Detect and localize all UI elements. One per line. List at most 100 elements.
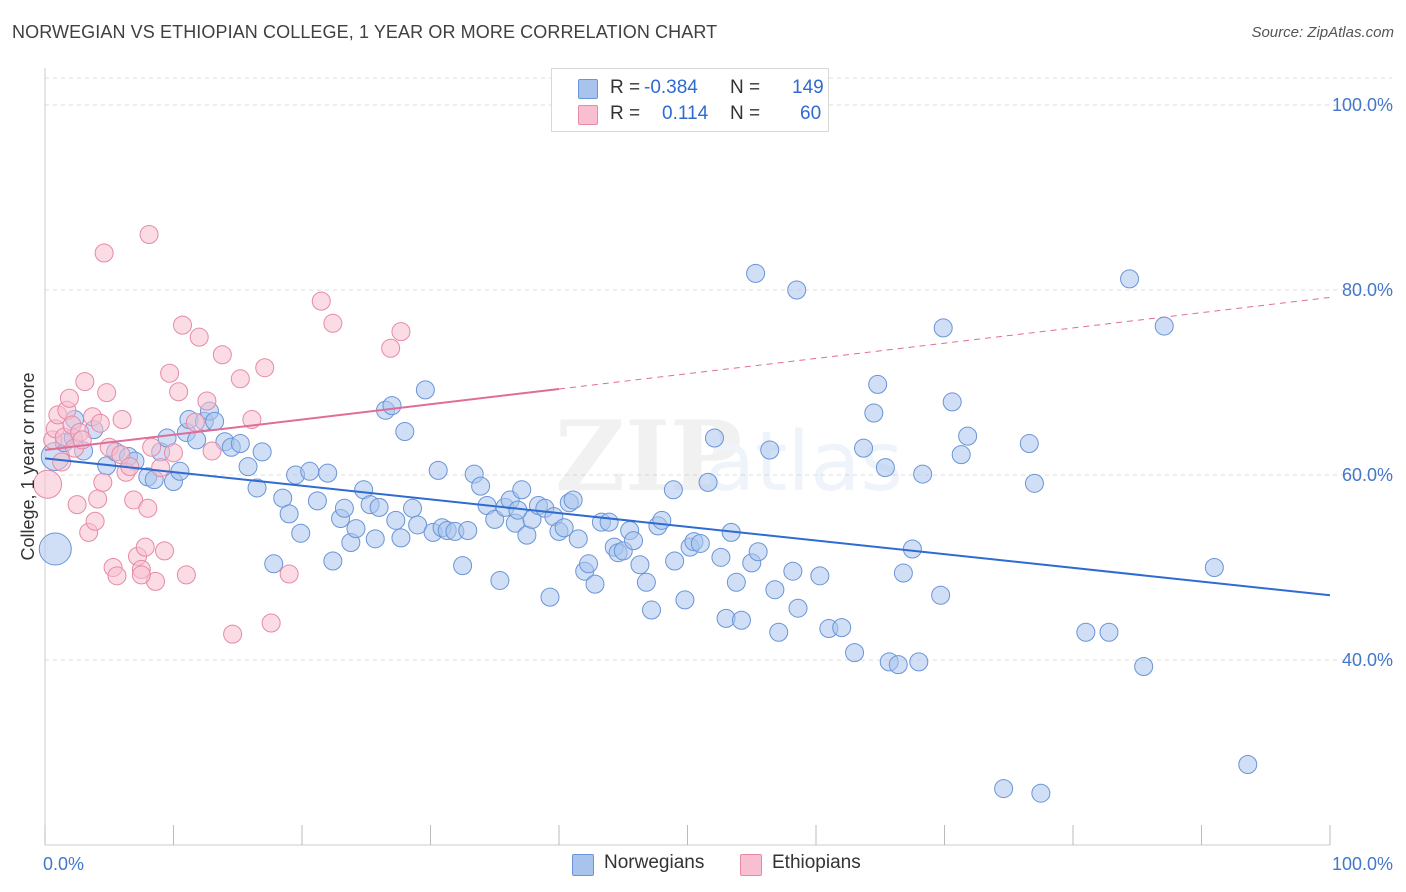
norwegian-point [291, 523, 311, 543]
norwegian-point [1099, 622, 1119, 642]
ethiopian-point [212, 345, 232, 365]
norwegian-point [652, 510, 672, 530]
norwegian-point [247, 478, 267, 498]
norwegian-point [540, 587, 560, 607]
ethiopian-point [94, 243, 114, 263]
norwegian-point [428, 460, 448, 480]
norwegian-point [1134, 656, 1154, 676]
stats-legend: R = -0.384 N = 149 R = 0.114 N = 60 [551, 68, 829, 132]
norwegian-point [300, 461, 320, 481]
norwegian-point [642, 600, 662, 620]
norwegian-point [913, 464, 933, 484]
norwegian-point [933, 318, 953, 338]
legend-swatch-norwegians [578, 79, 598, 99]
norwegian-point [1024, 473, 1044, 493]
ethiopian-point [75, 372, 95, 392]
ethiopian-trend-line [44, 387, 560, 452]
norwegian-point [382, 396, 402, 416]
ethiopian-point [67, 495, 87, 515]
norwegian-point [408, 515, 428, 535]
ethiopian-point [311, 291, 331, 311]
norwegian-point [238, 457, 258, 477]
norwegian-point [783, 561, 803, 581]
norwegian-point [951, 445, 971, 465]
ethiopian-point [90, 413, 110, 433]
ethiopian-point [88, 489, 108, 509]
r-value: -0.384 [644, 77, 698, 98]
trend-lines [44, 296, 1331, 597]
norwegian-point [788, 598, 808, 618]
n-label: N = [730, 103, 761, 124]
ethiopian-point [52, 452, 72, 472]
norwegian-point [731, 610, 751, 630]
norwegian-point [365, 529, 385, 549]
norwegian-point [453, 556, 473, 576]
norwegian-point [787, 280, 807, 300]
ethiopian-point [107, 566, 127, 586]
norwegian-point [554, 518, 574, 538]
gridlines [45, 77, 1392, 661]
legend-label-norwegians: Norwegians [604, 852, 705, 873]
norwegian-point [395, 422, 415, 442]
norwegian-point [864, 403, 884, 423]
norwegian-point [711, 547, 731, 567]
norwegian-point [845, 643, 865, 663]
norwegian-point [663, 480, 683, 500]
ethiopian-point [135, 537, 155, 557]
norwegian-point [875, 458, 895, 478]
watermark: ZIP atlas [555, 400, 903, 513]
x-tick-label: 100.0% [1332, 854, 1393, 874]
ethiopian-point [323, 313, 343, 333]
ethiopian-point [197, 391, 217, 411]
norwegian-point [1238, 755, 1258, 775]
ethiopian-point [164, 443, 183, 463]
ethiopian-point [131, 565, 151, 585]
norwegian-point [369, 497, 389, 517]
ethiopian-point [202, 441, 222, 461]
norwegian-point [415, 380, 435, 400]
norwegian-point [1154, 316, 1174, 336]
chart-title: NORWEGIAN VS ETHIOPIAN COLLEGE, 1 YEAR O… [12, 22, 718, 42]
ethiopian-point [160, 363, 180, 383]
norwegian-point [205, 411, 225, 431]
norwegian-point [279, 504, 299, 524]
legend-swatch-ethiopians [740, 854, 762, 876]
ethiopian-point [124, 490, 144, 510]
norwegian-point [868, 374, 888, 394]
norwegian-point [579, 554, 599, 574]
norwegian-point [690, 533, 710, 553]
watermark-zip: ZIP [555, 400, 742, 513]
norwegian-point [252, 442, 272, 462]
ethiopian-point [93, 472, 113, 492]
norwegian-point [318, 463, 338, 483]
norwegian-point [1076, 622, 1096, 642]
ethiopian-point [176, 565, 196, 585]
legend-label-ethiopians: Ethiopians [772, 852, 861, 873]
norwegian-point [760, 440, 780, 460]
ethiopian-point [155, 541, 175, 561]
norwegian-point [1120, 269, 1140, 289]
norwegian-point [391, 528, 411, 548]
ethiopian-point [185, 412, 205, 432]
norwegian-point [704, 428, 724, 448]
y-axis-label: College, 1 year or more [18, 372, 38, 560]
y-tick-label: 100.0% [1332, 95, 1393, 115]
norwegian-point [636, 572, 656, 592]
norwegian-point [38, 532, 72, 566]
r-label: R = [610, 103, 641, 124]
norwegian-point [264, 554, 284, 574]
norwegian-point [230, 434, 250, 454]
ethiopian-point [142, 437, 162, 457]
norwegian-point [942, 392, 962, 412]
ethiopian-point [151, 458, 171, 478]
norwegian-point [599, 512, 619, 532]
ethiopian-point [112, 410, 132, 429]
norwegian-point [334, 498, 354, 518]
watermark-atlas: atlas [705, 415, 903, 510]
norwegian-point [585, 574, 605, 594]
ethiopian-point [189, 327, 209, 347]
norwegian-point [888, 655, 908, 675]
norwegian-point [1019, 434, 1039, 454]
norwegian-point [958, 426, 978, 446]
